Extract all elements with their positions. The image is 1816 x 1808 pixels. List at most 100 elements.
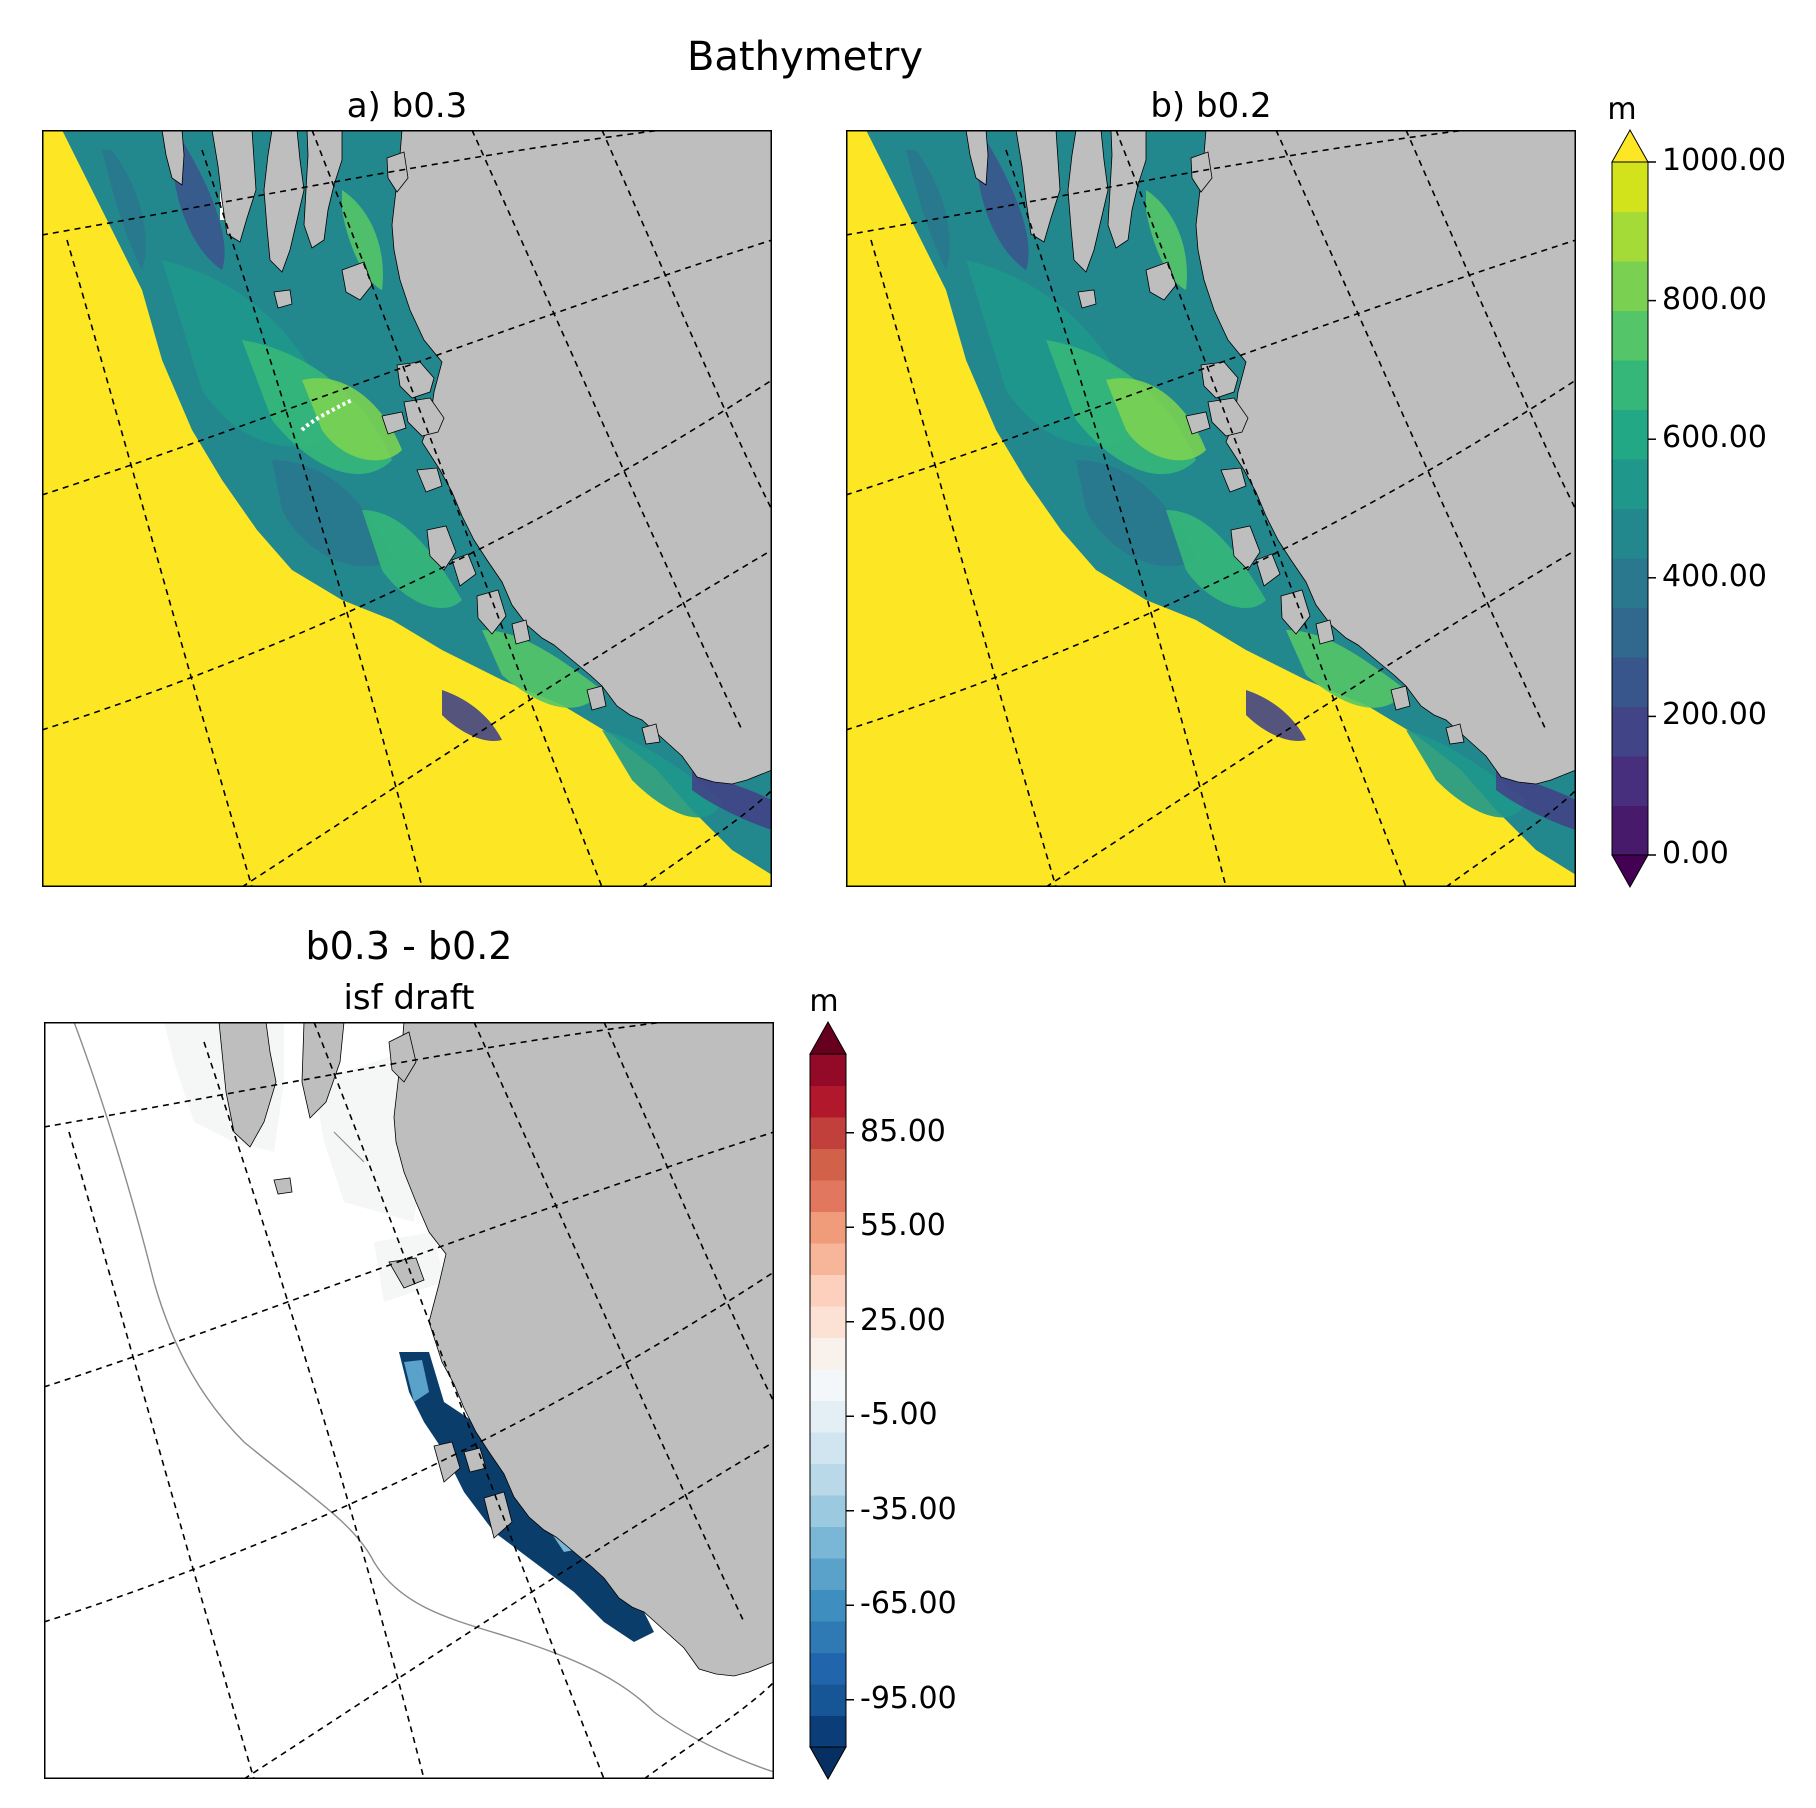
colorbar-segment [810, 1085, 846, 1118]
depth-patch [272, 460, 392, 567]
colorbar-tick-label: 1000.00 [1662, 143, 1787, 178]
depth-patch [906, 150, 950, 270]
map-frame [44, 1022, 774, 1779]
depth-patch [1166, 510, 1266, 609]
depth-patch [602, 730, 722, 818]
colorbar-segment [1612, 459, 1648, 509]
bathymetry-map-b03 [42, 130, 772, 887]
land-peninsula [218, 1022, 277, 1148]
depth-patch [1496, 770, 1576, 830]
graticule-parallel [44, 1271, 774, 1623]
colorbar-segment [810, 1621, 846, 1653]
graticule-meridian [471, 130, 743, 731]
land-island [433, 1441, 461, 1483]
land-island [463, 1447, 487, 1473]
graticule-parallel [846, 239, 1576, 496]
land-island [416, 467, 443, 493]
land-peninsula [1107, 130, 1147, 249]
land-peninsula [1145, 261, 1177, 301]
map-frame [42, 130, 772, 887]
land-island [476, 589, 507, 635]
colorbar-segment [810, 1715, 846, 1748]
colorbar-segment [810, 1463, 846, 1496]
graticule-parallel [44, 1131, 774, 1388]
land-island [1207, 397, 1249, 437]
diff-title: b0.3 - b0.2 [305, 924, 513, 968]
graticule-meridian [1005, 149, 1227, 887]
colorbar-tick-label: 55.00 [860, 1208, 946, 1244]
land-island [388, 1257, 425, 1289]
colorbar-under-extend [809, 1746, 847, 1781]
colorbar-segment [1612, 409, 1648, 460]
depth-patch [692, 770, 772, 830]
land-peninsula [1015, 130, 1061, 243]
shelf-break-contour [73, 1022, 774, 1773]
graticule-parallel [641, 789, 772, 887]
colorbar-segment [810, 1589, 846, 1622]
colorbar-segment [810, 1558, 846, 1590]
colorbar-tick-label: -95.00 [860, 1680, 957, 1716]
graticule-parallel [846, 130, 1467, 236]
colorbar-segment [1612, 508, 1648, 559]
land-peninsula [388, 1031, 417, 1083]
colorbar-tick-label: -5.00 [860, 1397, 938, 1433]
colorbar-segment [1612, 360, 1648, 410]
panel-b-title: b) b0.2 [1150, 86, 1272, 126]
colorbar-tick-label: 25.00 [860, 1302, 946, 1338]
colorbar-segment [810, 1526, 846, 1559]
land-island [1280, 589, 1311, 635]
land-island [483, 1491, 513, 1539]
land-mainland [393, 1022, 774, 1677]
colorbar-segment [810, 1274, 846, 1307]
land-peninsula [1077, 289, 1097, 309]
depth-patch [1406, 730, 1526, 818]
land-peninsula [1190, 151, 1213, 193]
depth-patch [976, 140, 1029, 270]
depth-patch [1286, 630, 1406, 708]
land-peninsula [386, 151, 409, 193]
graticule-parallel [42, 239, 772, 496]
land-island [1220, 467, 1247, 493]
land-peninsula [303, 130, 343, 249]
colorbar-segment [810, 1684, 846, 1716]
land-island [381, 411, 407, 435]
land-island [1445, 723, 1465, 745]
land-island [273, 1177, 293, 1195]
colorbar-segment [1612, 756, 1648, 806]
colorbar-over-extend [809, 1020, 847, 1055]
land [218, 1022, 774, 1677]
colorbar-tick-label: 600.00 [1662, 420, 1767, 456]
colorbar-difference [809, 1020, 854, 1781]
land-island [1230, 525, 1261, 571]
depth-patch [342, 190, 383, 290]
land-island [586, 685, 607, 711]
land-peninsula [965, 130, 989, 186]
land-island [426, 525, 457, 571]
colorbar-tick-label: 0.00 [1662, 836, 1729, 871]
land-peninsula [263, 130, 305, 273]
diff-subtitle: isf draft [343, 978, 475, 1018]
land-island [403, 397, 445, 437]
depth-patch [302, 378, 402, 461]
graticule-parallel [643, 1681, 774, 1779]
colorbar-top-unit: m [1607, 92, 1637, 127]
colorbar-segment [1612, 162, 1648, 212]
colorbar-tick-label: 85.00 [860, 1113, 946, 1149]
land-mainland [391, 130, 772, 785]
colorbar-tick-label: 400.00 [1662, 558, 1767, 594]
colorbar-segment [810, 1337, 846, 1370]
land-peninsula [341, 261, 373, 301]
colorbar-segment [1612, 805, 1648, 856]
land-island [1315, 619, 1335, 645]
land-peninsula [211, 130, 257, 243]
colorbar-tick-label: -65.00 [860, 1586, 957, 1622]
depth-patch [1076, 460, 1196, 567]
depth-patch [1106, 378, 1206, 461]
graticule-parallel [241, 549, 772, 887]
land-island [1185, 411, 1211, 435]
panel-a-title: a) b0.3 [346, 86, 468, 126]
graticule [42, 130, 772, 887]
graticule-meridian [603, 1022, 774, 1403]
colorbar-segment [1612, 657, 1648, 707]
bathymetry-map-b02 [846, 130, 1576, 887]
